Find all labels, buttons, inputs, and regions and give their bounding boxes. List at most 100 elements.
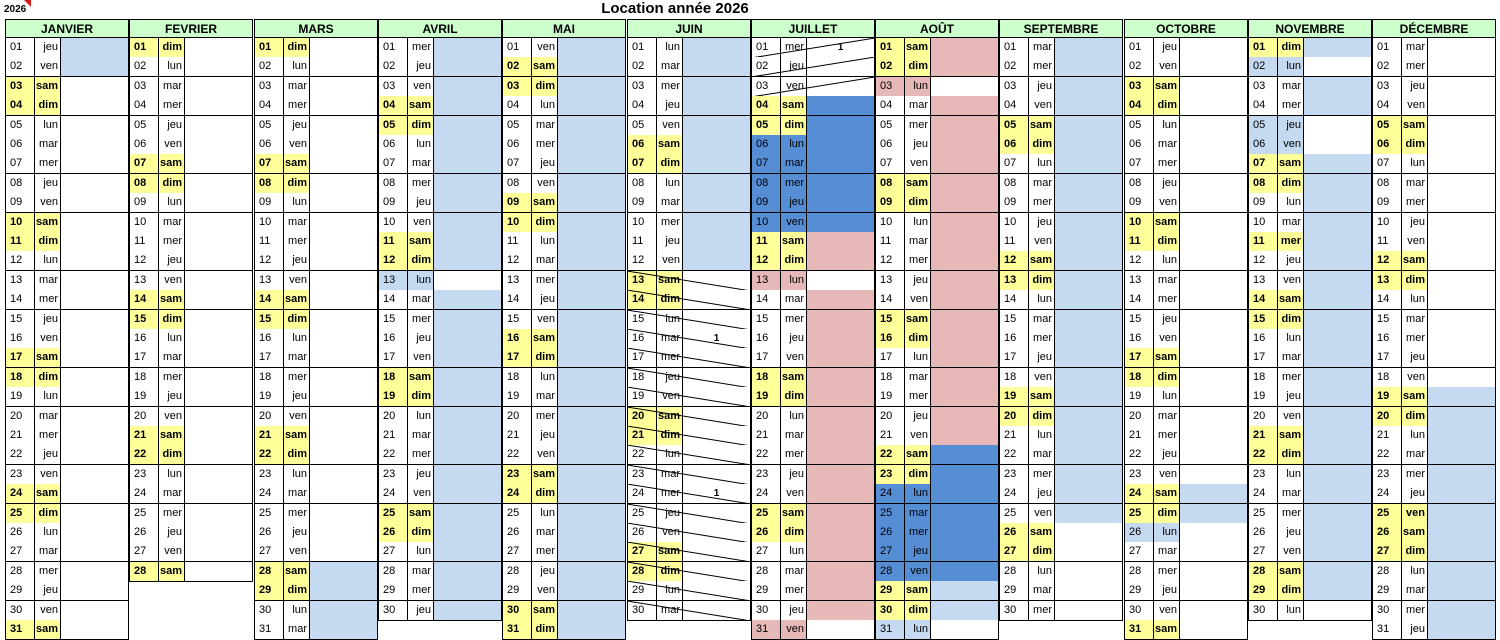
- booking-cell[interactable]: [310, 561, 378, 582]
- day-row[interactable]: 23 jeu: [378, 464, 503, 485]
- booking-cell[interactable]: [434, 251, 502, 272]
- day-row[interactable]: 25 dim: [5, 503, 130, 524]
- booking-cell[interactable]: [310, 270, 378, 291]
- booking-cell[interactable]: [558, 154, 626, 175]
- day-row[interactable]: 09 ven: [5, 193, 130, 214]
- day-row[interactable]: 18 sam: [751, 367, 876, 388]
- booking-cell[interactable]: [1428, 251, 1496, 272]
- day-row[interactable]: 29 mar: [999, 581, 1124, 602]
- booking-cell[interactable]: [683, 115, 751, 136]
- day-row[interactable]: 04 dim: [1124, 96, 1249, 117]
- day-row[interactable]: 21 ven: [875, 426, 1000, 446]
- booking-cell[interactable]: [558, 523, 626, 543]
- day-row[interactable]: 27 ven: [129, 542, 254, 563]
- day-row[interactable]: 16 jeu: [751, 329, 876, 349]
- day-row[interactable]: 04 sam: [378, 96, 503, 117]
- day-row[interactable]: 09 mar: [627, 193, 752, 214]
- day-row[interactable]: 23 dim: [875, 464, 1000, 485]
- booking-cell[interactable]: [558, 581, 626, 602]
- day-row[interactable]: 26 dim: [751, 523, 876, 543]
- booking-cell[interactable]: [558, 329, 626, 349]
- day-row[interactable]: 30 jeu: [378, 600, 503, 621]
- day-row[interactable]: 22 ven: [502, 445, 627, 466]
- booking-cell[interactable]: [807, 76, 875, 97]
- booking-cell[interactable]: [1180, 270, 1248, 291]
- day-row[interactable]: 29 lun: [627, 581, 752, 602]
- booking-cell[interactable]: [1304, 309, 1372, 330]
- booking-cell[interactable]: [931, 57, 999, 78]
- booking-cell[interactable]: [61, 523, 129, 543]
- booking-cell[interactable]: [807, 193, 875, 214]
- booking-cell[interactable]: [683, 96, 751, 117]
- day-row[interactable]: 04 jeu: [627, 96, 752, 117]
- day-row[interactable]: 05 mer: [875, 115, 1000, 136]
- booking-cell[interactable]: [558, 445, 626, 466]
- booking-cell[interactable]: [310, 38, 378, 58]
- day-row[interactable]: 07 sam: [254, 154, 379, 175]
- day-row[interactable]: 13 ven: [129, 270, 254, 291]
- booking-cell[interactable]: [558, 173, 626, 194]
- day-row[interactable]: 30 sam: [502, 600, 627, 621]
- booking-cell[interactable]: [1180, 620, 1248, 640]
- booking-cell[interactable]: [807, 57, 875, 78]
- day-row[interactable]: 28 sam: [129, 561, 254, 582]
- booking-cell[interactable]: [1428, 173, 1496, 194]
- booking-cell[interactable]: [1180, 387, 1248, 408]
- day-row[interactable]: 06 mar: [1124, 135, 1249, 155]
- day-row[interactable]: 28 lun: [1372, 561, 1497, 582]
- booking-cell[interactable]: [310, 96, 378, 117]
- day-row[interactable]: 20 lun: [751, 406, 876, 427]
- booking-cell[interactable]: [558, 96, 626, 117]
- booking-cell[interactable]: [1428, 406, 1496, 427]
- booking-cell[interactable]: [807, 600, 875, 621]
- booking-cell[interactable]: [683, 406, 751, 427]
- day-row[interactable]: 20 ven: [1248, 406, 1373, 427]
- booking-cell[interactable]: [1180, 193, 1248, 214]
- booking-cell[interactable]: [1304, 270, 1372, 291]
- booking-cell[interactable]: [61, 426, 129, 446]
- booking-cell[interactable]: [558, 309, 626, 330]
- booking-cell[interactable]: [434, 426, 502, 446]
- day-row[interactable]: 16 mer: [999, 329, 1124, 349]
- booking-cell[interactable]: [1428, 620, 1496, 640]
- day-row[interactable]: 23 lun: [129, 464, 254, 485]
- day-row[interactable]: 25 sam: [378, 503, 503, 524]
- booking-cell[interactable]: [1055, 387, 1123, 408]
- day-row[interactable]: 25 lun: [502, 503, 627, 524]
- day-row[interactable]: 10 mar: [129, 212, 254, 233]
- booking-cell[interactable]: [1180, 115, 1248, 136]
- booking-cell[interactable]: [1180, 445, 1248, 466]
- day-row[interactable]: 03 dim: [502, 76, 627, 97]
- day-row[interactable]: 14 sam: [1248, 290, 1373, 311]
- booking-cell[interactable]: [61, 135, 129, 155]
- day-row[interactable]: 28 sam: [254, 561, 379, 582]
- day-row[interactable]: 25 mer: [129, 503, 254, 524]
- booking-cell[interactable]: [931, 193, 999, 214]
- day-row[interactable]: 18 ven: [999, 367, 1124, 388]
- booking-cell[interactable]: [185, 348, 253, 369]
- day-row[interactable]: 20 mar: [1124, 406, 1249, 427]
- day-row[interactable]: 25 ven: [1372, 503, 1497, 524]
- booking-cell[interactable]: [807, 232, 875, 252]
- day-row[interactable]: 25 mer: [1248, 503, 1373, 524]
- booking-cell[interactable]: [931, 96, 999, 117]
- day-row[interactable]: 13 ven: [254, 270, 379, 291]
- booking-cell[interactable]: [1055, 57, 1123, 78]
- booking-cell[interactable]: [931, 348, 999, 369]
- day-row[interactable]: 27 ven: [1248, 542, 1373, 563]
- booking-cell[interactable]: [683, 57, 751, 78]
- day-row[interactable]: 29 sam: [875, 581, 1000, 602]
- booking-cell[interactable]: [1304, 561, 1372, 582]
- booking-cell[interactable]: [310, 173, 378, 194]
- booking-cell[interactable]: [683, 600, 751, 621]
- day-row[interactable]: 29 mer: [378, 581, 503, 602]
- day-row[interactable]: 10 dim: [502, 212, 627, 233]
- day-row[interactable]: 04 mar: [875, 96, 1000, 117]
- booking-cell[interactable]: [434, 581, 502, 602]
- day-row[interactable]: 11 lun: [502, 232, 627, 252]
- day-row[interactable]: 16 sam: [502, 329, 627, 349]
- day-row[interactable]: 13 ven: [1248, 270, 1373, 291]
- day-row[interactable]: 29 mer: [751, 581, 876, 602]
- day-row[interactable]: 30 lun: [254, 600, 379, 621]
- booking-cell[interactable]: [931, 503, 999, 524]
